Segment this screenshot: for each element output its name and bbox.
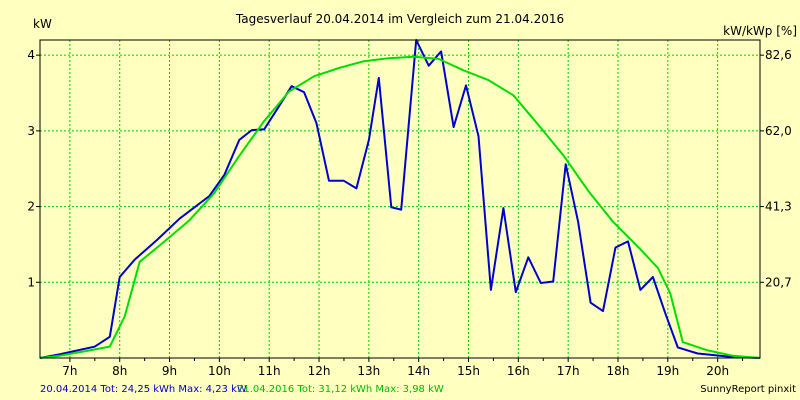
y2-tick-label: 41,3 (765, 200, 792, 214)
x-tick-label: 15h (457, 364, 480, 378)
y-tick-label: 4 (27, 48, 35, 62)
x-tick-label: 13h (357, 364, 380, 378)
left-axis-unit: kW (33, 17, 52, 31)
x-tick-label: 9h (162, 364, 177, 378)
x-tick-label: 20h (706, 364, 729, 378)
x-tick-label: 17h (557, 364, 580, 378)
x-tick-label: 8h (112, 364, 127, 378)
legend-summary-2016: 21.04.2016 Tot: 31,12 kWh Max: 3,98 kW (237, 384, 444, 395)
right-axis-unit: kW/kWp [%] (723, 24, 797, 38)
y-tick-label: 2 (27, 200, 35, 214)
x-tick-label: 11h (258, 364, 281, 378)
y2-tick-label: 20,7 (765, 275, 792, 289)
x-tick-label: 16h (507, 364, 530, 378)
series-line-21-04-2016 (39, 55, 761, 359)
grid-lines (40, 40, 760, 358)
tick-labels: 7h 8h 9h 10h 11h 12h 13h 14h 15h 16h 17h 18h 19h 20h 1… (27, 48, 791, 378)
x-tick-label: 12h (308, 364, 331, 378)
y-tick-label: 3 (27, 124, 35, 138)
x-tick-label: 10h (208, 364, 231, 378)
series-line-20-04-2014 (39, 39, 761, 359)
credit-label: SunnyReport pinxit (700, 384, 796, 395)
series-lines (39, 39, 761, 359)
x-tick-label: 18h (607, 364, 630, 378)
y2-tick-label: 62,0 (765, 124, 792, 138)
y2-tick-label: 82,6 (765, 48, 792, 62)
x-tick-label: 19h (656, 364, 679, 378)
y-tick-label: 1 (27, 275, 35, 289)
plot-frame (39, 39, 761, 359)
x-tick-label: 14h (407, 364, 430, 378)
x-tick-label: 7h (62, 364, 77, 378)
legend-summary-2014: 20.04.2014 Tot: 24,25 kWh Max: 4,23 kW (40, 384, 247, 395)
chart-title: Tagesverlauf 20.04.2014 im Vergleich zum… (235, 12, 564, 26)
